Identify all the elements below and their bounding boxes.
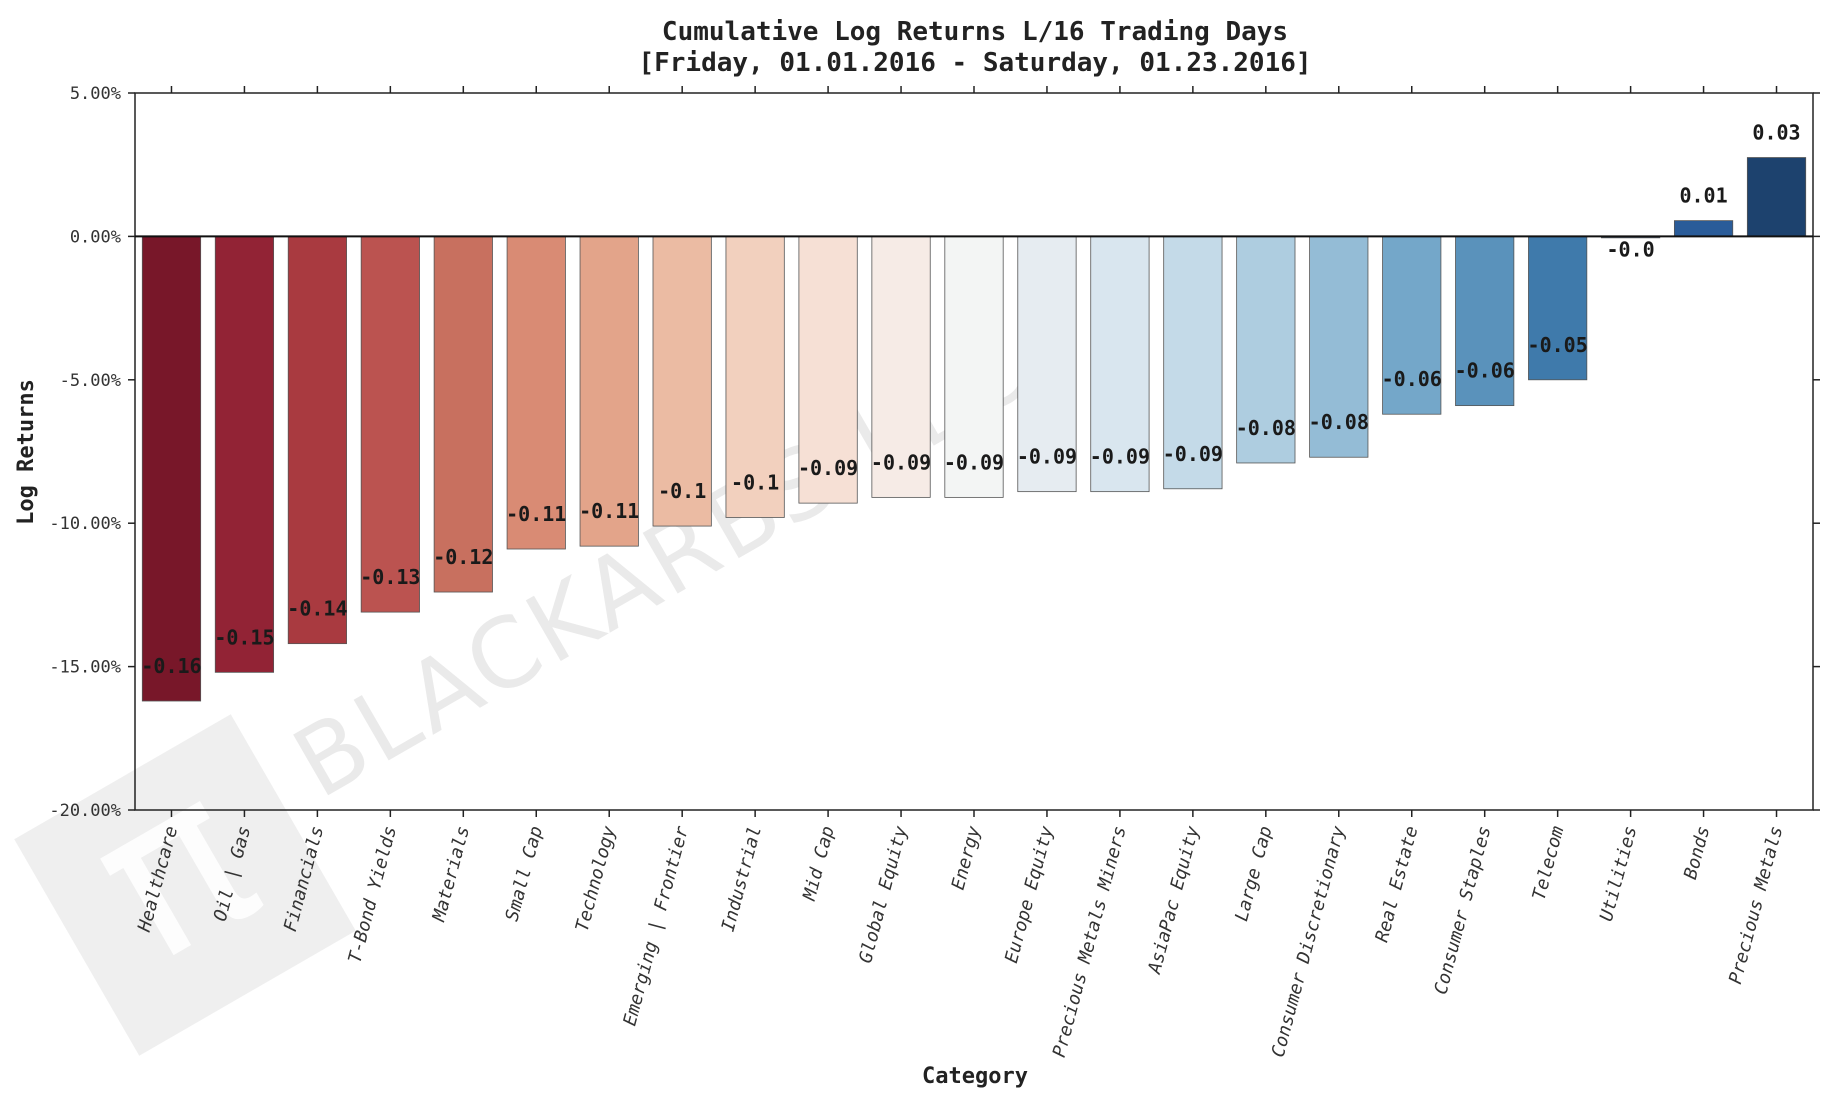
bar bbox=[506, 235, 566, 550]
xtick-label: Consumer Staples bbox=[1430, 824, 1495, 997]
data-label: -0.1 bbox=[731, 470, 779, 494]
data-label: -0.06 bbox=[1455, 359, 1515, 383]
xtick-label: Materials bbox=[428, 824, 474, 925]
data-label: -0.09 bbox=[871, 450, 931, 474]
data-label: -0.16 bbox=[141, 654, 201, 678]
xtick-label: Europe Equity bbox=[1001, 824, 1058, 966]
bar bbox=[1090, 235, 1150, 493]
ytick-label: 5.00% bbox=[70, 84, 121, 104]
xtick-label: Utilities bbox=[1596, 824, 1642, 924]
data-label: 0.03 bbox=[1752, 121, 1800, 145]
bar bbox=[287, 235, 347, 645]
xtick-label: Real Estate bbox=[1371, 824, 1422, 945]
ytick-label: -5.00% bbox=[60, 371, 121, 391]
data-label: -0.0 bbox=[1607, 237, 1655, 261]
bar bbox=[214, 235, 275, 673]
chart-subtitle: [Friday, 01.01.2016 - Saturday, 01.23.20… bbox=[638, 48, 1311, 78]
y-axis-label: Log Returns bbox=[14, 379, 39, 525]
bar bbox=[1528, 235, 1588, 381]
bar bbox=[652, 235, 712, 527]
xtick-label: Precious Metals Miners bbox=[1049, 824, 1131, 1060]
bar bbox=[433, 235, 493, 593]
xtick-label: Consumer Discretionary bbox=[1268, 824, 1350, 1060]
data-label: -0.05 bbox=[1528, 333, 1588, 357]
bar bbox=[871, 235, 931, 498]
data-label: -0.11 bbox=[506, 502, 566, 526]
bar bbox=[579, 235, 639, 547]
ytick-label: -10.00% bbox=[49, 514, 121, 534]
ytick-label: 0.00% bbox=[70, 227, 121, 247]
bar bbox=[1673, 220, 1734, 237]
bar bbox=[141, 235, 202, 702]
xtick-label: Emerging | Frontier bbox=[619, 824, 693, 1028]
bar bbox=[725, 235, 785, 518]
xtick-label: Technology bbox=[572, 824, 620, 934]
data-label: 0.01 bbox=[1679, 184, 1727, 208]
bars bbox=[141, 157, 1807, 702]
data-label: -0.09 bbox=[1163, 442, 1223, 466]
ytick-label: -20.00% bbox=[49, 801, 121, 821]
xtick-label: Energy bbox=[948, 824, 985, 892]
watermark-logo-box bbox=[14, 714, 356, 1056]
xtick-label: Small Cap bbox=[502, 824, 548, 924]
bar bbox=[1236, 235, 1296, 464]
data-label: -0.09 bbox=[1090, 445, 1150, 469]
bar bbox=[360, 235, 420, 613]
ytick-label: -15.00% bbox=[49, 658, 121, 678]
data-label: -0.14 bbox=[287, 597, 347, 621]
data-labels: -0.16-0.15-0.14-0.13-0.12-0.11 -0.11-0.1-… bbox=[141, 121, 1800, 678]
bar bbox=[944, 235, 1004, 498]
xtick-label: AsiaPac Equity bbox=[1144, 824, 1204, 977]
bar bbox=[1017, 235, 1077, 493]
xtick-label: Mid Cap bbox=[799, 824, 839, 904]
bar bbox=[1455, 235, 1515, 407]
xtick-label: Industrial bbox=[718, 824, 766, 934]
data-label: -0.1 bbox=[658, 479, 706, 503]
xtick-label: Precious Metals bbox=[1725, 824, 1787, 986]
bar bbox=[1309, 235, 1369, 458]
xtick-label: Global Equity bbox=[855, 824, 912, 966]
data-label: -0.09 bbox=[944, 450, 1004, 474]
data-label: -0.09 bbox=[1017, 445, 1077, 469]
data-label: -0.06 bbox=[1382, 367, 1442, 391]
data-label: -0.08 bbox=[1309, 410, 1369, 434]
chart-title: Cumulative Log Returns L/16 Trading Days bbox=[662, 17, 1288, 47]
xtick-label: Telecom bbox=[1529, 824, 1569, 903]
data-label: -0.15 bbox=[214, 625, 274, 649]
xtick-label: Bonds bbox=[1680, 824, 1714, 882]
bar bbox=[1163, 235, 1223, 490]
xtick-label: Large Cap bbox=[1231, 824, 1277, 924]
x-axis-label: Category bbox=[922, 1064, 1028, 1089]
bar bbox=[1382, 235, 1442, 415]
data-label: -0.12 bbox=[433, 545, 493, 569]
data-label: -0.13 bbox=[360, 565, 420, 589]
bar bbox=[1746, 157, 1807, 237]
y-axis: 5.00% 0.00% -5.00% -10.00% -15.00% -20.00% bbox=[49, 84, 1820, 821]
data-label: -0.09 bbox=[798, 456, 858, 480]
data-label: -0.08 bbox=[1236, 416, 1296, 440]
data-label: -0.11 bbox=[579, 499, 639, 523]
xtick-label: T-Bond Yields bbox=[344, 824, 401, 966]
bar bbox=[798, 235, 858, 504]
